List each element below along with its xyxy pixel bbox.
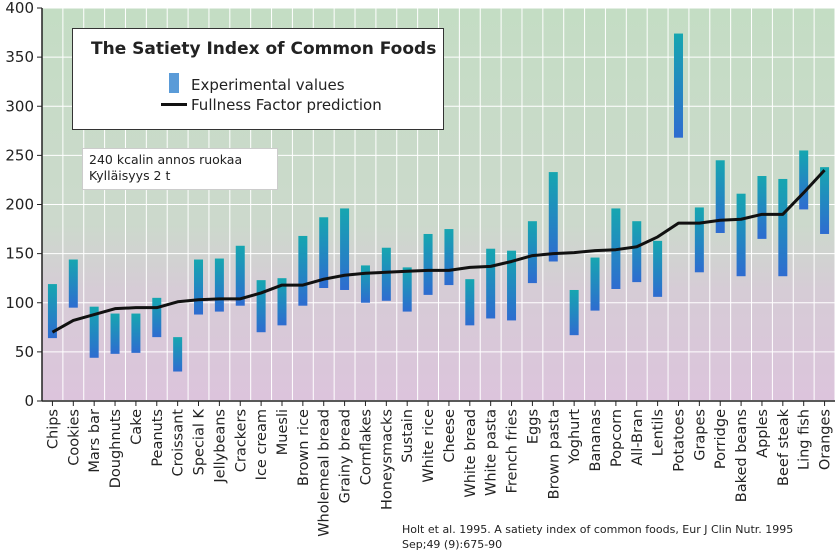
chart-title: The Satiety Index of Common Foods bbox=[91, 39, 437, 59]
x-tick-label: Ice cream bbox=[254, 409, 270, 480]
range-bar bbox=[465, 279, 475, 326]
x-tick-label: Ling fish bbox=[797, 409, 813, 470]
note-line-2: Kylläisyys 2 t bbox=[89, 168, 171, 183]
x-tick-label: Honeysmacks bbox=[379, 409, 395, 510]
range-bar bbox=[110, 313, 120, 354]
x-tick-label: White bread bbox=[463, 409, 479, 498]
range-bar bbox=[778, 178, 788, 277]
range-bar bbox=[486, 248, 496, 319]
y-tick-label: 350 bbox=[5, 48, 34, 66]
range-bar bbox=[423, 233, 433, 295]
legend-prediction-swatch bbox=[161, 103, 187, 106]
x-tick-label: Cheese bbox=[442, 409, 458, 463]
x-tick-label: Baked beans bbox=[734, 409, 750, 502]
y-tick-label: 250 bbox=[5, 146, 34, 164]
y-tick-label: 300 bbox=[5, 97, 34, 115]
prediction-line bbox=[51, 169, 826, 334]
x-tick-label: Lentils bbox=[651, 409, 667, 456]
range-bar bbox=[256, 280, 266, 333]
x-tick-label: Peanuts bbox=[150, 409, 166, 467]
x-tick-label: Apples bbox=[755, 409, 771, 458]
range-bar bbox=[402, 267, 412, 312]
y-ticks: 0 50 100 150 200 250 300 350 400 bbox=[5, 0, 42, 410]
x-tick-label: Cornflakes bbox=[358, 409, 374, 485]
legend: The Satiety Index of Common Foods Experi… bbox=[72, 28, 444, 130]
x-tick-label: Muesli bbox=[275, 409, 291, 455]
range-bar bbox=[68, 259, 78, 308]
range-bar bbox=[131, 313, 141, 353]
range-bar bbox=[444, 229, 454, 286]
range-bar bbox=[548, 172, 558, 262]
y-tick-label: 150 bbox=[5, 245, 34, 263]
range-bar bbox=[694, 207, 704, 273]
range-bar bbox=[632, 221, 642, 283]
x-tick-label: Chips bbox=[45, 409, 61, 449]
x-tick-label: Bananas bbox=[588, 409, 604, 472]
range-bar bbox=[590, 257, 600, 311]
legend-experimental-label: Experimental values bbox=[191, 76, 345, 94]
x-tick-label: Croissant bbox=[171, 409, 187, 477]
x-tick-label: Crackers bbox=[233, 409, 249, 472]
range-bar bbox=[298, 235, 308, 306]
x-tick-label: Eggs bbox=[525, 409, 541, 444]
legend-experimental-swatch bbox=[169, 73, 179, 93]
range-bar bbox=[569, 289, 579, 336]
range-bar bbox=[799, 150, 809, 210]
x-tick-label: Popcorn bbox=[609, 409, 625, 467]
x-tick-label: Cookies bbox=[66, 409, 82, 466]
x-tick-label: Brown rice bbox=[296, 409, 312, 486]
range-bar bbox=[277, 278, 287, 326]
range-bar bbox=[89, 306, 99, 358]
range-bar bbox=[214, 258, 224, 312]
x-tick-label: Jellybeans bbox=[212, 409, 228, 484]
range-bar bbox=[194, 259, 204, 315]
range-bar bbox=[715, 160, 725, 233]
range-bar bbox=[653, 240, 663, 297]
x-tick-label: Cake bbox=[129, 409, 145, 445]
y-tick-label: 50 bbox=[15, 343, 34, 361]
x-tick-label: Yoghurt bbox=[567, 409, 583, 465]
x-tick-label: Grainy bread bbox=[338, 409, 354, 503]
x-ticks: Chips Cookies Mars bar Doughnuts Cake Peanuts… bbox=[45, 401, 834, 537]
range-bar bbox=[527, 221, 537, 284]
x-tick-label: Potatoes bbox=[671, 409, 687, 472]
range-bar bbox=[757, 176, 767, 239]
y-tick-label: 400 bbox=[5, 0, 34, 17]
y-tick-label: 0 bbox=[24, 392, 34, 410]
range-bar bbox=[507, 250, 517, 321]
range-bar bbox=[235, 245, 245, 306]
range-bar bbox=[340, 208, 350, 290]
y-tick-label: 200 bbox=[5, 196, 34, 214]
x-tick-label: Porridge bbox=[713, 409, 729, 469]
x-tick-label: Special K bbox=[192, 409, 208, 476]
range-bar bbox=[360, 265, 370, 303]
range-bar bbox=[381, 247, 391, 301]
range-bar bbox=[820, 167, 830, 234]
range-bar bbox=[736, 193, 746, 277]
x-tick-label: All-Bran bbox=[630, 409, 646, 466]
range-bar bbox=[319, 217, 329, 289]
x-tick-label: White pasta bbox=[484, 409, 500, 496]
x-tick-label: Beef steak bbox=[776, 408, 792, 486]
note-line-1: 240 kcalin annos ruokaa bbox=[89, 152, 243, 167]
x-tick-label: Sustain bbox=[400, 409, 416, 463]
x-tick-label: Brown pasta bbox=[546, 409, 562, 499]
x-tick-label: French fries bbox=[505, 409, 521, 493]
range-bar bbox=[173, 337, 183, 372]
x-tick-label: Mars bar bbox=[87, 409, 103, 473]
range-bar bbox=[47, 284, 57, 339]
range-bar bbox=[152, 297, 162, 338]
x-tick-label: Grapes bbox=[692, 409, 708, 461]
note-box: 240 kcalin annos ruokaa Kylläisyys 2 t bbox=[82, 148, 278, 190]
legend-prediction-label: Fullness Factor prediction bbox=[191, 96, 382, 114]
y-tick-label: 100 bbox=[5, 294, 34, 312]
x-tick-label: White rice bbox=[421, 409, 437, 483]
citation: Holt et al. 1995. A satiety index of com… bbox=[402, 523, 794, 551]
x-tick-label: Oranges bbox=[818, 409, 834, 470]
x-tick-label: Wholemeal bread bbox=[317, 409, 333, 537]
range-bar bbox=[673, 33, 683, 138]
prediction-line-group bbox=[51, 169, 826, 334]
x-tick-label: Doughnuts bbox=[108, 409, 124, 488]
